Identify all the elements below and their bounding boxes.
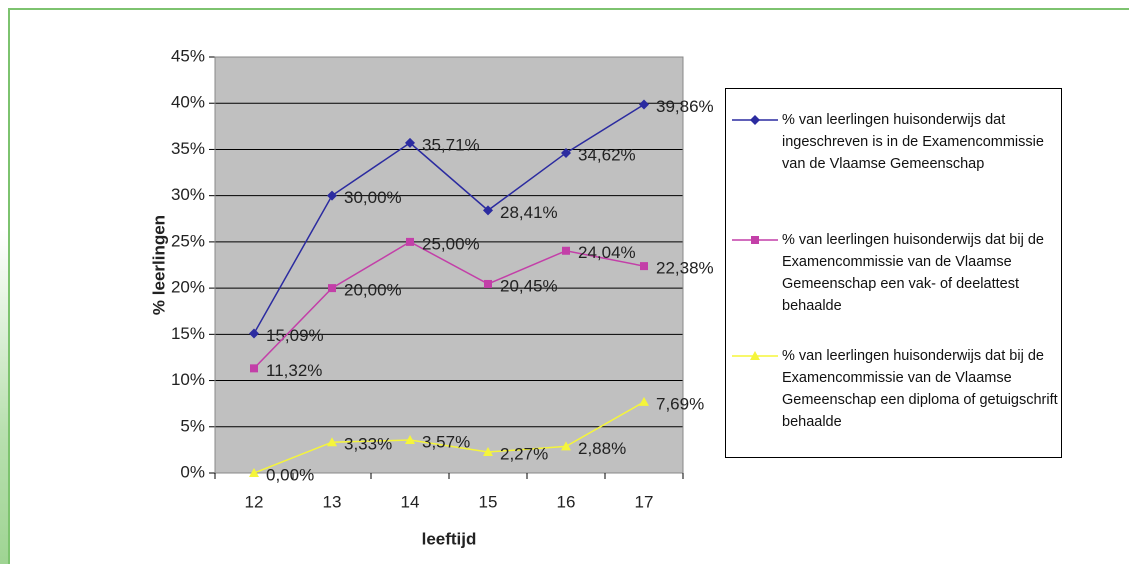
marker [483,205,493,216]
data-label: 39,86% [656,97,714,116]
legend-entry: % van leerlingen huisonderwijs dat bij d… [782,232,1044,314]
marker [640,262,648,271]
marker [561,441,571,451]
data-label: 24,04% [578,243,636,262]
legend-symbol [732,236,778,244]
x-tick-label: 12 [245,492,264,511]
data-label: 20,00% [344,281,402,300]
marker [249,328,259,339]
marker [561,147,571,158]
data-label: 28,41% [500,203,558,222]
legend-symbol [732,115,778,125]
y-tick-label: 30% [171,185,205,204]
x-tick-label: 15 [479,492,498,511]
x-tick-label: 13 [323,492,342,511]
marker [750,115,760,125]
decor-stripe [0,230,8,564]
data-label: 3,57% [422,432,470,451]
marker [327,190,337,201]
y-tick-label: 35% [171,139,205,158]
y-tick-label: 25% [171,231,205,250]
data-label: 22,38% [656,259,714,278]
frame-border [8,8,1129,564]
marker [562,246,570,255]
data-label: 3,33% [344,435,392,454]
marker [484,279,492,288]
legend-entry: % van leerlingen huisonderwijs dat inges… [782,112,1044,172]
y-tick-label: 20% [171,278,205,297]
series-line [253,401,645,474]
legend-symbol [732,351,778,360]
marker [639,99,649,110]
data-label: 20,45% [500,276,558,295]
x-tick-label: 17 [635,492,654,511]
marker [406,237,414,246]
y-tick-label: 45% [171,46,205,65]
series-line [253,241,645,369]
marker [750,351,760,360]
data-label: 7,69% [656,394,704,413]
x-axis-label: leeftijd [422,529,477,548]
data-label: 34,62% [578,145,636,164]
y-tick-label: 10% [171,370,205,389]
y-tick-label: 40% [171,93,205,112]
data-label: 0,00% [266,465,314,484]
marker [405,137,415,148]
data-label: 15,09% [266,326,324,345]
y-axis-label: % leerlingen [149,215,168,315]
y-tick-label: 5% [180,416,205,435]
data-label: 2,88% [578,439,626,458]
data-label: 2,27% [500,444,548,463]
marker [250,364,258,373]
marker [751,236,759,244]
marker [483,447,493,457]
marker [249,468,259,477]
data-label: 35,71% [422,135,480,154]
marker [405,434,415,444]
marker [327,437,337,447]
y-tick-label: 0% [180,462,205,481]
legend: % van leerlingen huisonderwijs dat inges… [725,88,1062,458]
y-tick-label: 15% [171,324,205,343]
legend-entry: % van leerlingen huisonderwijs dat bij d… [782,348,1058,430]
marker [328,284,336,293]
data-label: 30,00% [344,188,402,207]
marker [639,396,649,406]
data-label: 25,00% [422,234,480,253]
x-tick-label: 14 [401,492,420,511]
plot-area [215,57,683,473]
data-label: 11,32% [266,361,322,380]
x-tick-label: 16 [557,492,576,511]
series-line [253,103,645,334]
